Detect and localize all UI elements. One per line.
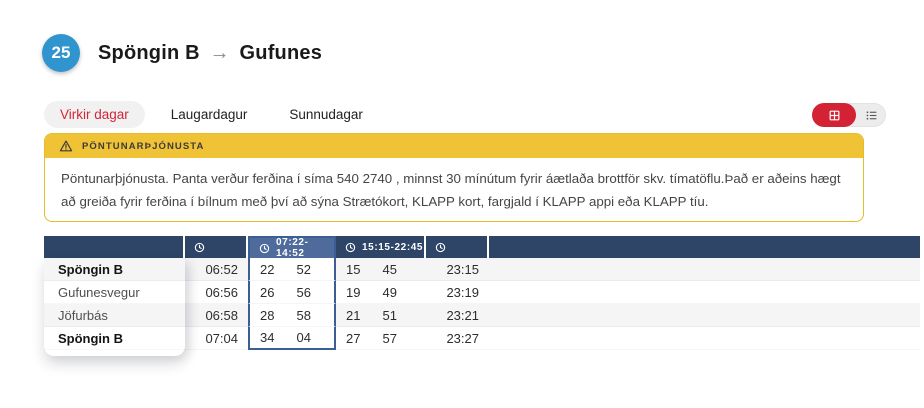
stops-column: Spöngin B Gufunesvegur Jöfurbás Spöngin … (44, 258, 185, 356)
day-tabs: Virkir dagar Laugardagur Sunnudagar (44, 101, 379, 128)
clock-icon (259, 243, 270, 253)
time-cell-selected: 28 58 (248, 304, 336, 327)
time-cell: 23:19 (426, 281, 489, 304)
time-cell-selected: 26 56 (248, 281, 336, 304)
view-toggle (812, 103, 886, 127)
route-number-badge: 25 (42, 34, 80, 72)
time-cell: 23:15 (426, 258, 489, 281)
time-cell: 19 49 (336, 281, 426, 304)
time-cell: 23:27 (426, 327, 489, 350)
grid-view-button[interactable] (812, 103, 856, 127)
warning-triangle-icon (59, 140, 73, 152)
time-cell-selected: 22 52 (248, 258, 336, 281)
timerange-label: 07:22-14:52 (276, 237, 309, 259)
route-header: 25 Spöngin B → Gufunes (42, 34, 322, 72)
time-cell: 21 51 (336, 304, 426, 327)
stop-name: Spöngin B (44, 258, 185, 281)
grid-view-icon (829, 110, 839, 120)
row-filler (489, 281, 920, 304)
booking-service-notice: PÖNTUNARÞJÓNUSTA Pöntunarþjónusta. Panta… (44, 133, 864, 222)
row-filler (489, 327, 920, 350)
time-cell-selected: 34 04 (248, 327, 336, 350)
time-cell: 07:04 (185, 327, 248, 350)
tab-sunday[interactable]: Sunnudagar (289, 107, 363, 122)
row-filler (489, 258, 920, 281)
tab-saturday[interactable]: Laugardagur (170, 107, 248, 122)
time-cell: 06:56 (185, 281, 248, 304)
header-first-trips[interactable] (185, 236, 248, 258)
time-cell: 15 45 (336, 258, 426, 281)
clock-icon (435, 242, 446, 252)
route-arrow-icon: → (209, 41, 230, 64)
clock-icon (345, 242, 356, 252)
route-origin: Spöngin B (98, 41, 200, 64)
header-last-trips[interactable] (426, 236, 489, 258)
time-cell: 06:58 (185, 304, 248, 327)
stop-name: Jöfurbás (44, 304, 185, 327)
stop-name: Spöngin B (44, 327, 185, 350)
page-title: Spöngin B → Gufunes (98, 42, 322, 65)
time-cell: 06:52 (185, 258, 248, 281)
row-filler (489, 304, 920, 327)
list-view-button[interactable] (856, 103, 886, 127)
notice-title: PÖNTUNARÞJÓNUSTA (82, 140, 205, 152)
timerange-label: 15:15-22:45 (362, 241, 424, 253)
timetable: 07:22-14:52 15:15-22:45 06:52 22 52 15 45 … (44, 236, 920, 356)
notice-header: PÖNTUNARÞJÓNUSTA (45, 134, 863, 158)
notice-body-text: Pöntunarþjónusta. Panta verður ferðina í… (61, 171, 841, 210)
time-cell: 27 57 (336, 327, 426, 350)
header-timerange[interactable]: 15:15-22:45 (336, 236, 426, 258)
stop-name: Gufunesvegur (44, 281, 185, 304)
header-timerange-selected[interactable]: 07:22-14:52 (248, 236, 336, 259)
header-stops (44, 236, 185, 258)
clock-icon (194, 242, 205, 252)
time-cell: 23:21 (426, 304, 489, 327)
list-view-icon (866, 110, 876, 120)
header-filler (489, 236, 920, 258)
route-destination: Gufunes (239, 41, 323, 64)
tab-weekdays[interactable]: Virkir dagar (44, 101, 145, 128)
